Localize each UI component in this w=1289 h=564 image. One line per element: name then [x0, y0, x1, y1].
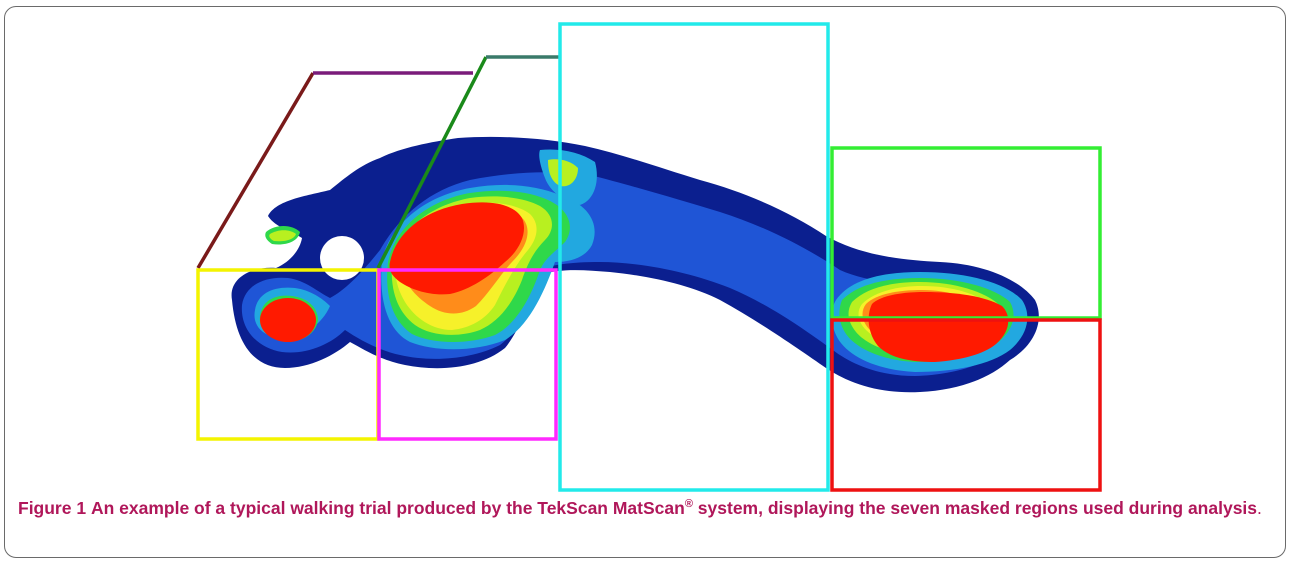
mask-lesser-toes-left-edge	[196, 72, 315, 269]
caption-end: .	[1257, 498, 1262, 518]
pressure-high-heel	[868, 292, 1009, 362]
pressure-lime-toe	[269, 230, 296, 242]
figure-caption: Figure 1 An example of a typical walking…	[18, 495, 1276, 521]
masked-regions	[196, 22, 1102, 492]
mask-region-cyan	[558, 22, 830, 492]
foot-pressure-footprint	[231, 136, 1039, 393]
caption-text-after: system, displaying the seven masked regi…	[692, 498, 1258, 518]
figure-frame	[4, 6, 1286, 558]
mask-region-magenta	[377, 268, 558, 441]
pressure-lime-midfoot	[548, 159, 578, 187]
registered-mark: ®	[684, 498, 693, 511]
caption-text-before: An example of a typical walking trial pr…	[90, 498, 685, 518]
mask-region-red	[830, 318, 1102, 492]
toe-gap	[320, 236, 364, 280]
figure-label: Figure 1	[18, 498, 87, 518]
mask-region-green	[830, 146, 1102, 320]
pressure-high-hallux	[260, 298, 316, 342]
mask-hallux-right-edge	[376, 56, 488, 269]
